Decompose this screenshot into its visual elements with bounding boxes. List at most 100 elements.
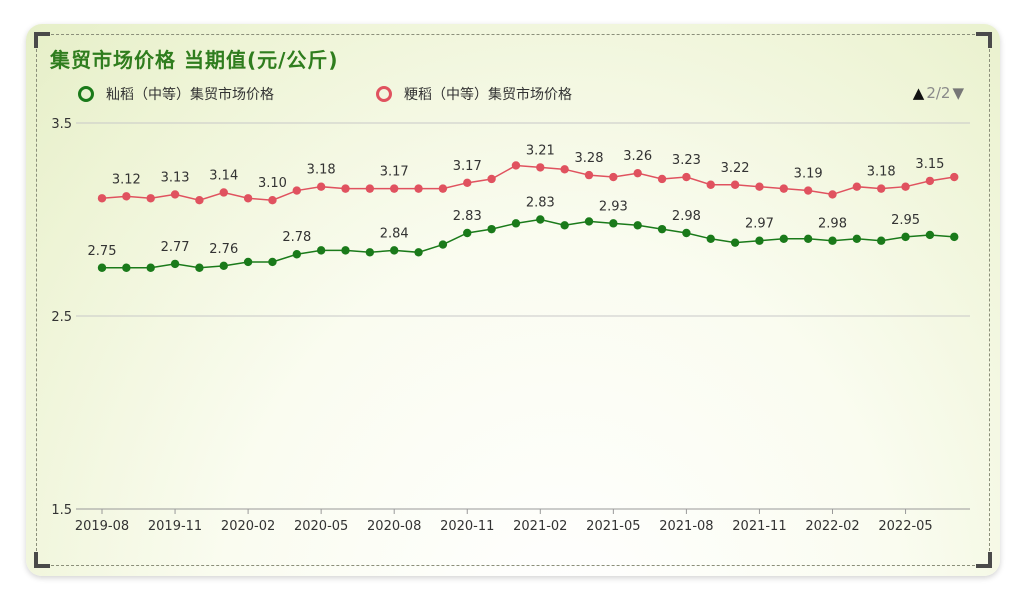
data-point [925,176,935,186]
x-tick-label: 2020-08 [367,519,421,534]
corner-bracket-top-right [976,32,992,48]
page-down-icon[interactable]: ▼ [952,84,964,102]
data-point [438,240,448,249]
data-point [560,221,569,230]
data-label: 3.10 [258,176,287,191]
data-label: 3.13 [161,170,190,185]
data-label: 3.18 [867,165,896,180]
data-point [195,263,204,272]
data-point [682,172,691,182]
data-label: 3.17 [453,159,482,174]
data-label: 3.21 [526,143,555,158]
x-tick-label: 2020-02 [221,519,275,534]
data-point [97,263,107,272]
data-point [268,196,277,205]
data-label: 3.22 [721,161,750,176]
data-point [463,228,472,238]
data-point [682,228,691,238]
data-point [706,180,715,189]
data-point [316,246,326,255]
data-point [97,194,107,203]
data-label: 3.23 [672,153,701,168]
data-point [511,161,521,170]
data-point [901,182,910,191]
data-label: 3.15 [915,157,944,172]
page-indicator: 2/2 [926,84,951,102]
data-point [170,259,180,269]
data-point [463,178,472,188]
data-point [414,248,423,257]
data-point [560,165,569,174]
data-point [584,217,594,226]
dashed-frame [36,34,990,566]
legend-label: 粳稻（中等）集贸市场价格 [404,87,572,103]
data-point [487,174,496,184]
data-point [609,172,618,182]
data-label: 3.26 [623,149,652,164]
data-point [365,248,375,257]
data-point [438,184,448,193]
data-label: 2.83 [526,196,555,211]
data-label: 2.76 [209,242,238,257]
data-point [365,184,375,193]
data-label: 2.90 [964,24,993,28]
data-label: 2.83 [453,209,482,224]
x-tick-label: 2020-05 [294,519,348,534]
x-tick-label: 2021-02 [513,519,567,534]
data-point [146,194,155,203]
data-point [852,234,862,243]
data-label: 3.14 [209,168,238,183]
data-point [146,263,155,272]
data-point [243,194,253,203]
legend-pager: ▲ 2/2 ▼ [913,84,964,102]
x-tick-label: 2021-11 [732,519,786,534]
x-tick-label: 2022-05 [878,519,932,534]
corner-bracket-bottom-left [34,552,50,568]
data-label: 3.28 [575,151,604,166]
data-point [877,236,886,245]
data-point [657,224,667,234]
data-point [755,236,764,245]
data-point [390,184,399,193]
data-label: 2.93 [599,199,628,214]
data-label: 2.98 [672,209,701,224]
data-point [803,186,813,195]
data-label: 2.78 [282,230,311,245]
chart-card: 集贸市场价格 当期值(元/公斤) 籼稻（中等）集贸市场价格 粳稻（中等）集贸市场… [26,24,1000,576]
data-point [268,257,277,267]
data-label: 3.18 [307,163,336,178]
data-point [779,184,788,193]
data-point [511,219,521,228]
data-label: 2.97 [745,217,774,232]
legend-label: 籼稻（中等）集贸市场价格 [106,87,274,103]
x-tick-label: 2019-08 [75,519,129,534]
y-tick-label: 1.5 [51,503,72,518]
data-point [122,192,131,201]
data-label: 2.98 [818,217,847,232]
data-label: 2.77 [161,240,190,255]
data-label: 2.75 [88,244,117,259]
page-up-icon[interactable]: ▲ [912,84,925,102]
x-tick-label: 2021-05 [586,519,640,534]
x-tick-label: 2019-11 [148,519,202,534]
data-point [584,170,594,180]
legend-item-series1[interactable]: 籼稻（中等）集贸市场价格 [78,84,274,104]
legend-ring-icon [376,86,392,102]
data-point [243,257,253,267]
data-point [170,190,180,199]
legend-ring-icon [78,86,94,102]
data-point [219,261,228,271]
data-point [219,188,228,197]
data-label: 3.12 [112,172,141,187]
data-point [633,221,642,230]
data-point [901,232,910,242]
data-point [877,184,886,193]
data-point [292,186,301,195]
data-point [755,182,764,191]
data-point [779,234,788,243]
data-point [852,182,862,191]
y-tick-label: 2.5 [51,310,72,325]
legend-item-series2[interactable]: 粳稻（中等）集贸市场价格 [376,84,572,104]
data-point [390,246,399,255]
